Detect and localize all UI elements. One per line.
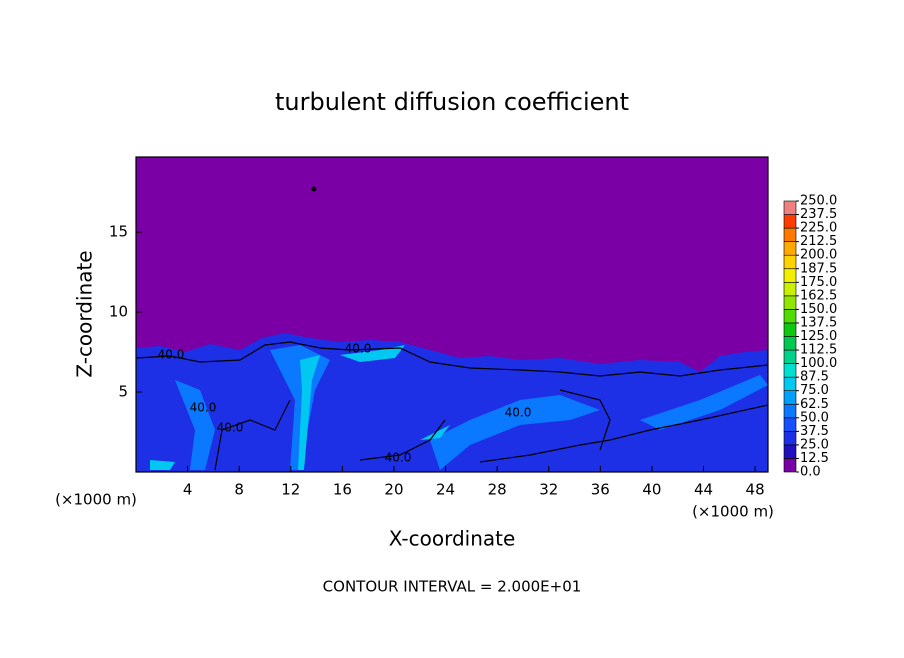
colorbar-label: 150.0 <box>800 302 837 317</box>
colorbar-label: 137.5 <box>800 315 837 330</box>
field-region <box>150 345 450 470</box>
colorbar-segment <box>783 403 797 419</box>
x-tick-label: 20 <box>384 481 403 499</box>
colorbar-label: 50.0 <box>800 410 829 425</box>
x-tick-label: 40 <box>642 481 661 499</box>
colorbar-label: 162.5 <box>800 288 837 303</box>
x-tick-label: 4 <box>183 481 193 499</box>
colorbar-label: 100.0 <box>800 356 837 371</box>
colorbar-label: 37.5 <box>800 424 829 439</box>
colorbar-label: 12.5 <box>800 451 829 466</box>
y-tick-label: 5 <box>118 383 128 401</box>
colorbar-segment <box>783 309 797 324</box>
colorbar-segment <box>783 281 797 297</box>
colorbar-label: 125.0 <box>800 329 837 344</box>
colorbar-label: 25.0 <box>800 437 829 452</box>
contour-label: 40.0 <box>190 401 217 415</box>
contour-dot <box>311 186 317 192</box>
colorbar-segment <box>783 200 797 215</box>
colorbar-label: 112.5 <box>800 343 837 358</box>
contour-line <box>135 341 769 471</box>
colorbar-segment <box>783 363 797 378</box>
x-tick-label: 36 <box>591 481 610 499</box>
x-tick-label: 8 <box>234 481 244 499</box>
y-tick-label: 15 <box>109 223 128 241</box>
chart-title: turbulent diffusion coefficient <box>275 88 629 116</box>
x-tick-label: 48 <box>746 481 765 499</box>
x-tick-label: 24 <box>436 481 455 499</box>
colorbar-segment <box>783 390 797 405</box>
colorbar-label: 187.5 <box>800 261 837 276</box>
contour-label: 40.0 <box>345 342 372 356</box>
colorbar-label: 212.5 <box>800 234 837 249</box>
colorbar-segment <box>783 444 797 459</box>
contour-label: 40.0 <box>158 348 185 362</box>
colorbar-segment <box>783 458 797 473</box>
y-axis-label: Z-coordinate <box>73 250 97 377</box>
x-tick-label: 28 <box>488 481 507 499</box>
x-unit: (×1000 m) <box>692 503 774 521</box>
colorbar-segment <box>783 431 797 446</box>
x-unit: (×1000 m) <box>55 491 137 509</box>
colorbar-segment <box>783 336 797 351</box>
y-tick-label: 10 <box>109 303 128 321</box>
colorbar-segment <box>783 376 797 391</box>
contour-label: 40.0 <box>217 421 244 435</box>
x-axis-label: X-coordinate <box>389 527 516 551</box>
colorbar-label: 225.0 <box>800 221 837 236</box>
colorbar-segment <box>783 295 797 310</box>
contour-interval: CONTOUR INTERVAL = 2.000E+01 <box>323 578 582 596</box>
colorbar-segment <box>783 417 797 432</box>
colorbar-label: 175.0 <box>800 275 837 290</box>
x-tick-label: 32 <box>539 481 558 499</box>
colorbar-segment <box>783 268 797 283</box>
x-tick-label: 16 <box>333 481 352 499</box>
colorbar-label: 0.0 <box>800 465 821 480</box>
colorbar-label: 200.0 <box>800 248 837 263</box>
colorbar-segment <box>783 227 797 242</box>
colorbar-segment <box>783 322 797 337</box>
colorbar-segment <box>783 214 797 229</box>
plot-frame <box>135 156 769 473</box>
contour-label: 40.0 <box>505 406 532 420</box>
colorbar-segment <box>783 241 797 256</box>
colorbar-label: 75.0 <box>800 383 829 398</box>
colorbar-label: 62.5 <box>800 397 829 412</box>
colorbar-label: 237.5 <box>800 207 837 222</box>
colorbar-segment <box>783 349 797 364</box>
colorbar-label: 250.0 <box>800 194 837 209</box>
x-tick-label: 12 <box>281 481 300 499</box>
colorbar-label: 87.5 <box>800 370 829 385</box>
contour-label: 40.0 <box>385 451 412 465</box>
x-tick-label: 44 <box>694 481 713 499</box>
field <box>135 186 769 472</box>
colorbar-segment <box>783 254 797 270</box>
